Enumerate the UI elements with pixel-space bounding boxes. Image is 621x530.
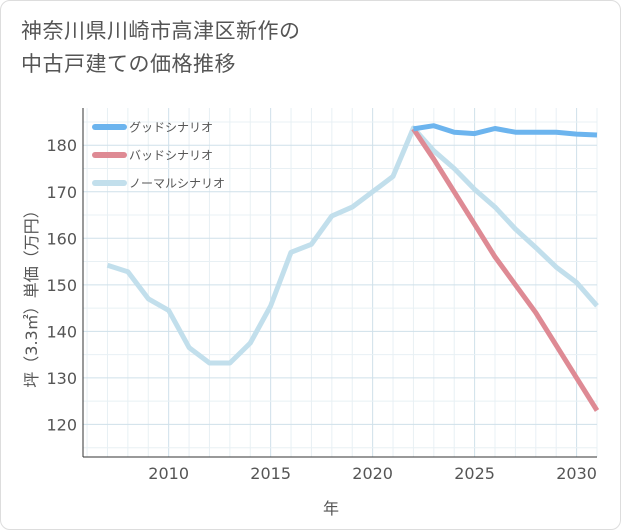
chart-title: 神奈川県川崎市高津区新作の 中古戸建ての価格推移: [21, 19, 301, 76]
x-tick-label: 2030: [556, 464, 597, 483]
axes: 2010 2015 2020 2025 2030 120 130 140 150 160 170 18…: [46, 108, 597, 483]
series-line-bad: [411, 127, 600, 412]
y-tick-label: 150: [46, 276, 77, 295]
y-tick-label: 170: [46, 183, 77, 202]
legend-label: ノーマルシナリオ: [129, 177, 225, 191]
y-tick-label: 160: [46, 229, 77, 248]
x-tick-label: 2010: [148, 464, 189, 483]
x-tick-label: 2020: [352, 464, 393, 483]
y-tick-label: 120: [46, 415, 77, 434]
legend-label: バッドシナリオ: [129, 149, 213, 163]
y-axis-title: 坪（3.3㎡）単価（万円）: [22, 202, 41, 387]
x-tick-label: 2015: [250, 464, 291, 483]
series-lines: [106, 123, 600, 412]
y-tick-label: 140: [46, 322, 77, 341]
series-line-good: [413, 123, 598, 138]
series-line-normal: [106, 125, 599, 366]
legend-label: グッドシナリオ: [129, 121, 213, 135]
x-axis-title: 年: [323, 499, 339, 518]
y-tick-label: 180: [46, 136, 77, 155]
x-tick-label: 2025: [454, 464, 495, 483]
y-tick-label: 130: [46, 369, 77, 388]
